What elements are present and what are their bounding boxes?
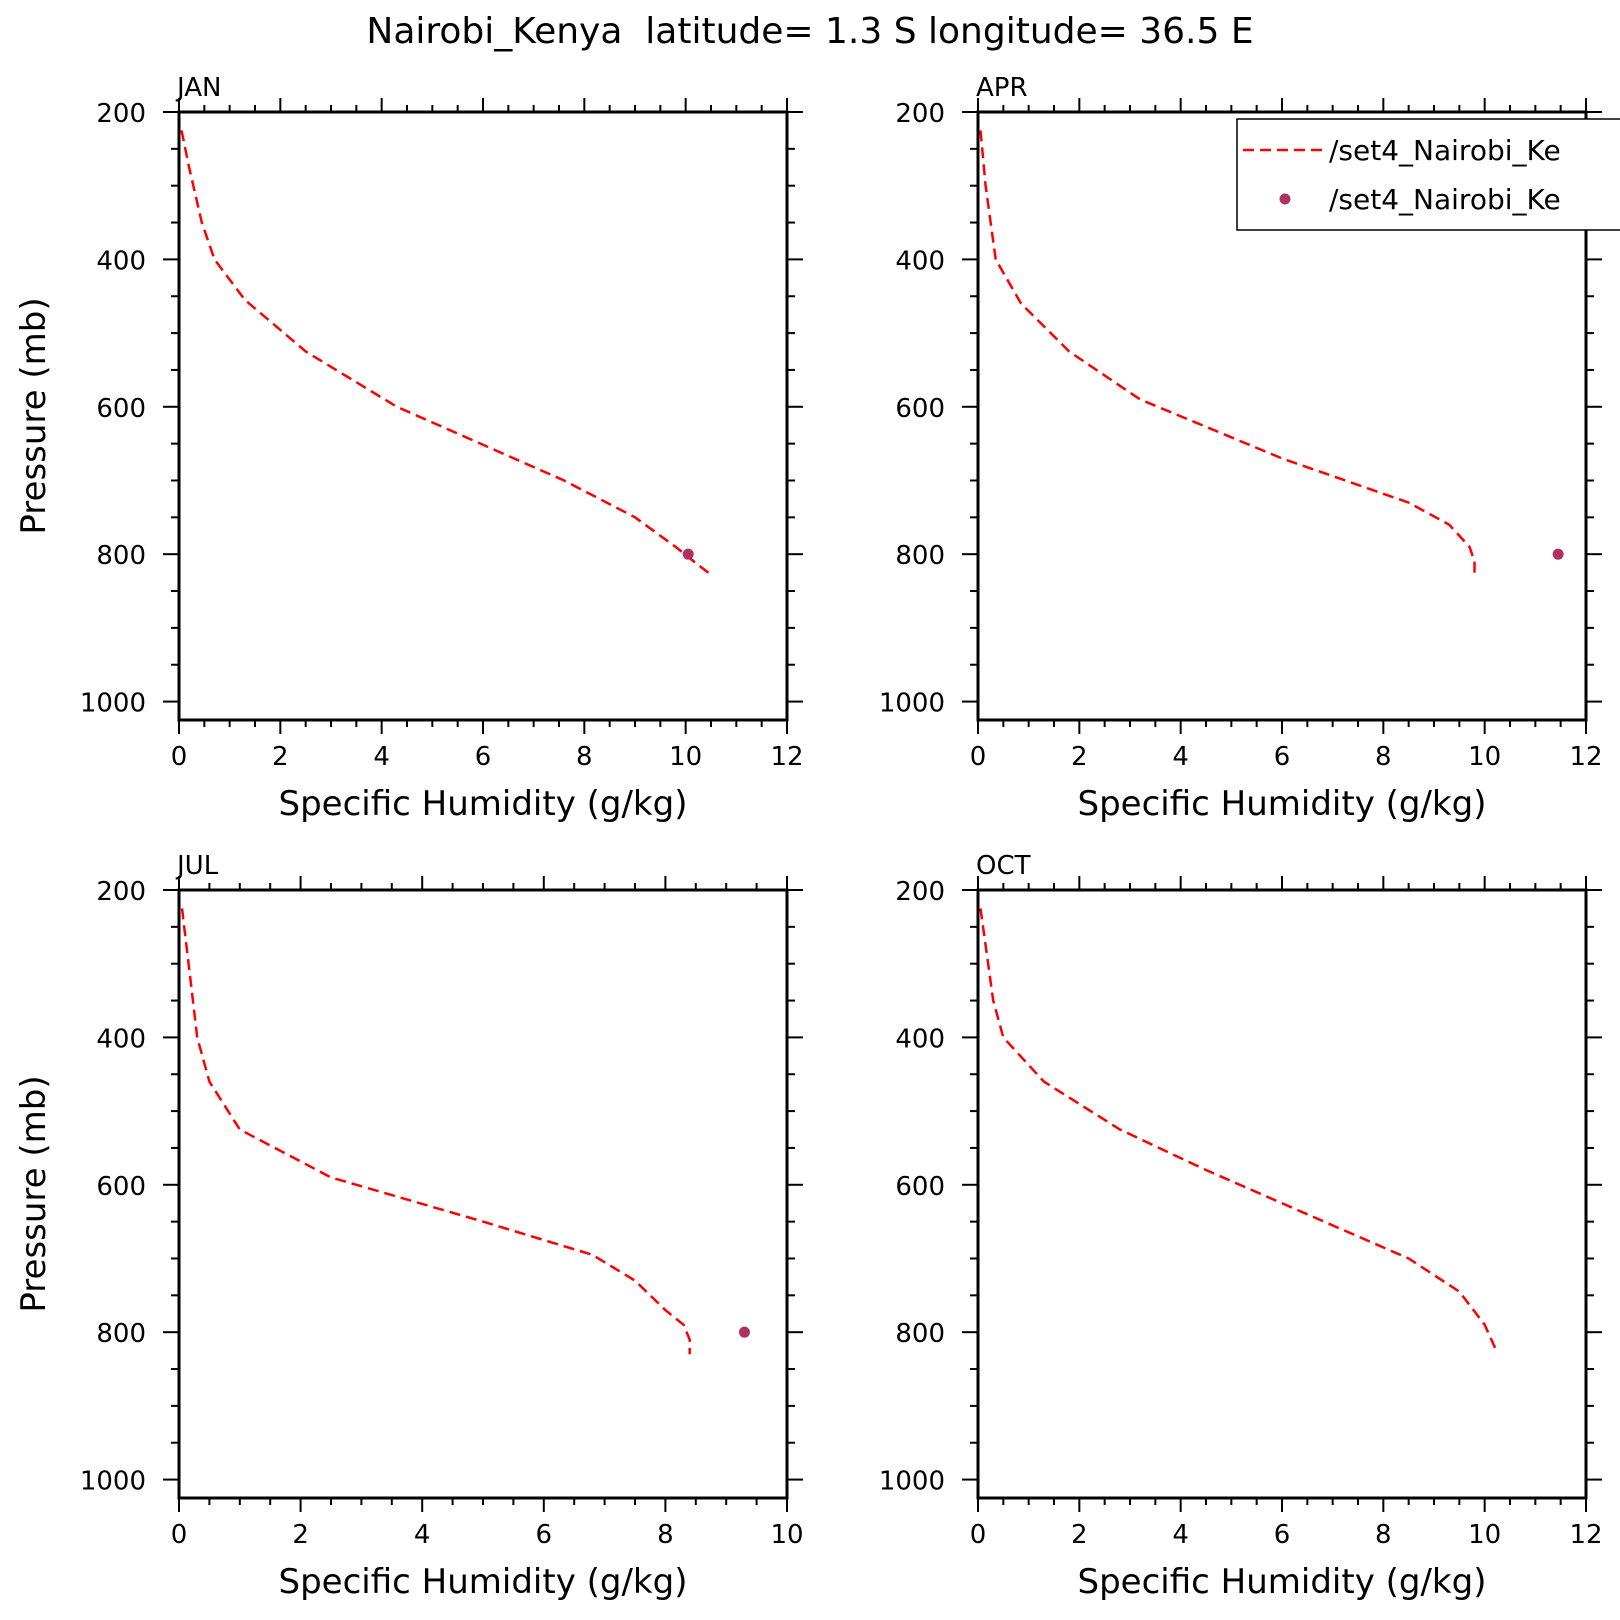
x-tick-label: 8 (1375, 742, 1392, 772)
panel-jan: 0 2 4 6 8 10 12 200 400 600 800 1000 JAN Specific Hum… (14, 73, 804, 824)
observation-point (682, 548, 694, 560)
y-tick-label: 200 (895, 99, 945, 129)
x-tick-label: 4 (1172, 1520, 1189, 1550)
legend-dot-swatch (1279, 193, 1291, 205)
panel-title: JUL (175, 851, 219, 881)
y-tick-label: 400 (96, 246, 146, 276)
panel-title: OCT (976, 851, 1031, 881)
x-tick-label: 10 (770, 1520, 803, 1550)
y-axis-label: Pressure (mb) (14, 1075, 54, 1312)
x-tick-label: 8 (1375, 1520, 1392, 1550)
y-tick-label: 1000 (80, 1467, 146, 1497)
panel-oct: 0 2 4 6 8 10 12 200 400 600 800 1000 OCT Specific Hum… (879, 851, 1603, 1602)
x-tick-label: 12 (770, 742, 803, 772)
y-tick-label: 600 (96, 1172, 146, 1202)
x-tick-label: 12 (1569, 1520, 1602, 1550)
observation-point (1552, 548, 1564, 560)
y-tick-label: 200 (96, 99, 146, 129)
y-tick-label: 400 (96, 1024, 146, 1054)
x-tick-label: 0 (171, 1520, 188, 1550)
y-tick-label: 1000 (80, 689, 146, 719)
y-tick-label: 800 (895, 1319, 945, 1349)
model-profile-line (979, 130, 1476, 575)
y-tick-label: 600 (895, 394, 945, 424)
y-tick-label: 200 (96, 877, 146, 907)
legend-entry-label: /set4_Nairobi_Ke (1329, 183, 1561, 216)
x-tick-label: 12 (1569, 742, 1602, 772)
x-axis-label: Specific Humidity (g/kg) (279, 1562, 688, 1602)
y-tick-label: 400 (895, 1024, 945, 1054)
y-tick-label: 800 (895, 541, 945, 571)
model-profile-line (979, 908, 1499, 1354)
x-tick-label: 4 (373, 742, 390, 772)
x-tick-label: 2 (1071, 1520, 1088, 1550)
x-tick-label: 2 (1071, 742, 1088, 772)
y-axis-label: Pressure (mb) (14, 297, 54, 534)
x-tick-label: 2 (272, 742, 289, 772)
plot-frame (976, 888, 1588, 1500)
x-tick-label: 8 (576, 742, 593, 772)
model-profile-line (180, 908, 691, 1355)
x-axis-label: Specific Humidity (g/kg) (1078, 784, 1487, 824)
y-tick-label: 200 (895, 877, 945, 907)
x-tick-label: 6 (1274, 1520, 1291, 1550)
y-tick-label: 600 (895, 1172, 945, 1202)
panel-title: APR (976, 73, 1028, 103)
observation-point (738, 1326, 750, 1338)
x-tick-label: 6 (475, 742, 492, 772)
legend-box (1236, 118, 1620, 231)
legend: /set4_Nairobi_Ke/set4_Nairobi_Ke (1236, 118, 1620, 231)
figure-title: Nairobi_Kenya latitude= 1.3 S longitude=… (366, 11, 1253, 52)
plot-frame (177, 110, 789, 722)
x-tick-label: 0 (970, 1520, 987, 1550)
x-tick-label: 8 (657, 1520, 674, 1550)
y-tick-label: 400 (895, 246, 945, 276)
x-tick-label: 6 (536, 1520, 553, 1550)
legend-entry-label: /set4_Nairobi_Ke (1329, 134, 1561, 167)
y-tick-label: 1000 (879, 689, 945, 719)
x-tick-label: 4 (1172, 742, 1189, 772)
y-tick-label: 600 (96, 394, 146, 424)
panel-jul: 0 2 4 6 8 10 200 400 600 800 1000 JUL Specific Humid… (14, 851, 804, 1602)
x-tick-label: 10 (669, 742, 702, 772)
model-profile-line (180, 130, 712, 576)
plot-frame (177, 888, 789, 1500)
panel-apr: 0 2 4 6 8 10 12 200 400 600 800 1000 APR Specific Hum… (879, 73, 1603, 824)
x-tick-label: 0 (171, 742, 188, 772)
x-tick-label: 0 (970, 742, 987, 772)
y-tick-label: 800 (96, 1319, 146, 1349)
x-tick-label: 4 (414, 1520, 431, 1550)
y-tick-label: 800 (96, 541, 146, 571)
x-tick-label: 10 (1468, 742, 1501, 772)
x-axis-label: Specific Humidity (g/kg) (1078, 1562, 1487, 1602)
y-tick-label: 1000 (879, 1467, 945, 1497)
x-axis-label: Specific Humidity (g/kg) (279, 784, 688, 824)
x-tick-label: 6 (1274, 742, 1291, 772)
x-tick-label: 10 (1468, 1520, 1501, 1550)
x-tick-label: 2 (292, 1520, 309, 1550)
panel-title: JAN (175, 73, 221, 103)
